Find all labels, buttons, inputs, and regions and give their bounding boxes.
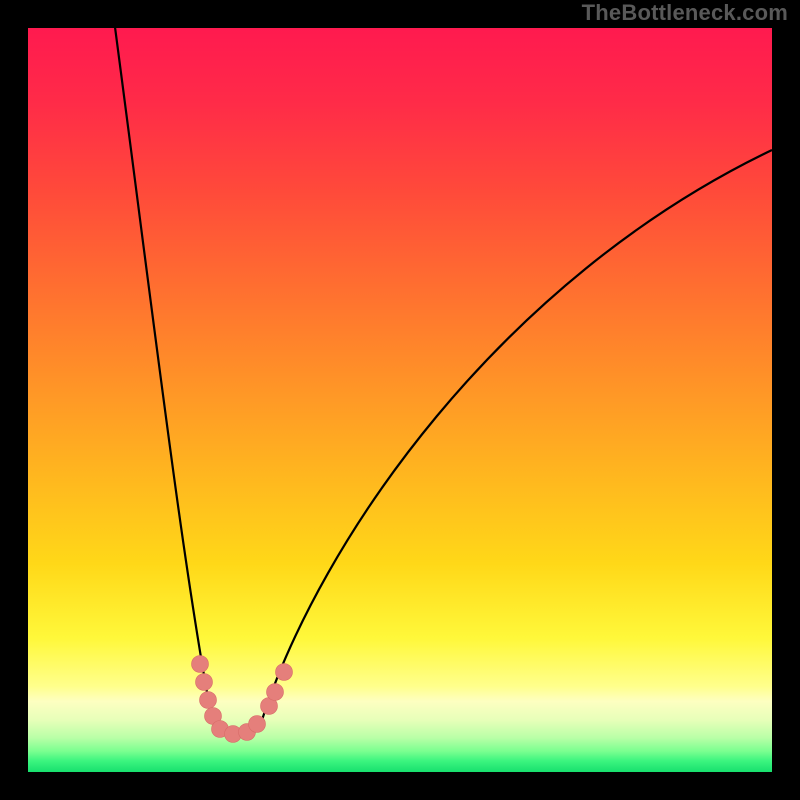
chart-frame: TheBottleneck.com [0, 0, 800, 800]
data-marker [267, 684, 284, 701]
bottleneck-chart [0, 0, 800, 800]
data-marker [276, 664, 293, 681]
watermark-text: TheBottleneck.com [582, 0, 788, 26]
plot-background [28, 28, 772, 772]
data-marker [200, 692, 217, 709]
data-marker [196, 674, 213, 691]
data-marker [249, 716, 266, 733]
data-marker [192, 656, 209, 673]
